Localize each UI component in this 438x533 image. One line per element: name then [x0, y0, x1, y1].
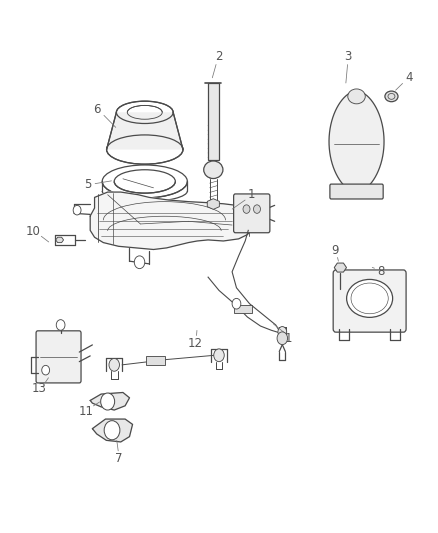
- Circle shape: [56, 320, 65, 330]
- Polygon shape: [106, 112, 183, 150]
- Polygon shape: [56, 237, 64, 243]
- Polygon shape: [90, 392, 130, 410]
- Ellipse shape: [346, 279, 392, 317]
- Polygon shape: [90, 192, 254, 249]
- Text: 4: 4: [405, 71, 413, 84]
- Text: 8: 8: [377, 265, 384, 278]
- Text: 1: 1: [285, 332, 293, 345]
- Text: 12: 12: [187, 337, 202, 350]
- Text: 5: 5: [85, 177, 92, 191]
- Text: 6: 6: [93, 103, 100, 116]
- Circle shape: [104, 421, 120, 440]
- FancyBboxPatch shape: [330, 184, 383, 199]
- Ellipse shape: [348, 89, 365, 104]
- Bar: [146, 357, 165, 365]
- FancyBboxPatch shape: [233, 194, 270, 233]
- Circle shape: [214, 349, 224, 362]
- Bar: [234, 305, 252, 313]
- Text: 10: 10: [26, 225, 41, 238]
- Text: 3: 3: [344, 50, 351, 63]
- Circle shape: [109, 359, 120, 371]
- Text: 7: 7: [115, 453, 122, 465]
- Polygon shape: [92, 419, 133, 442]
- Text: 13: 13: [32, 382, 46, 395]
- Text: 9: 9: [331, 244, 339, 257]
- Polygon shape: [329, 91, 384, 192]
- Text: 2: 2: [215, 50, 223, 63]
- FancyBboxPatch shape: [36, 331, 81, 383]
- Circle shape: [232, 298, 241, 309]
- Circle shape: [278, 327, 287, 337]
- Circle shape: [101, 393, 115, 410]
- Polygon shape: [334, 263, 346, 272]
- Circle shape: [254, 205, 261, 213]
- Text: 11: 11: [78, 405, 93, 417]
- Circle shape: [42, 366, 49, 375]
- Polygon shape: [207, 199, 219, 209]
- FancyBboxPatch shape: [333, 270, 406, 332]
- Bar: [208, 83, 219, 160]
- Circle shape: [73, 205, 81, 215]
- Circle shape: [134, 256, 145, 269]
- Circle shape: [243, 205, 250, 213]
- Ellipse shape: [204, 161, 223, 179]
- Text: 1: 1: [248, 188, 255, 201]
- Circle shape: [277, 332, 288, 345]
- Ellipse shape: [385, 91, 398, 102]
